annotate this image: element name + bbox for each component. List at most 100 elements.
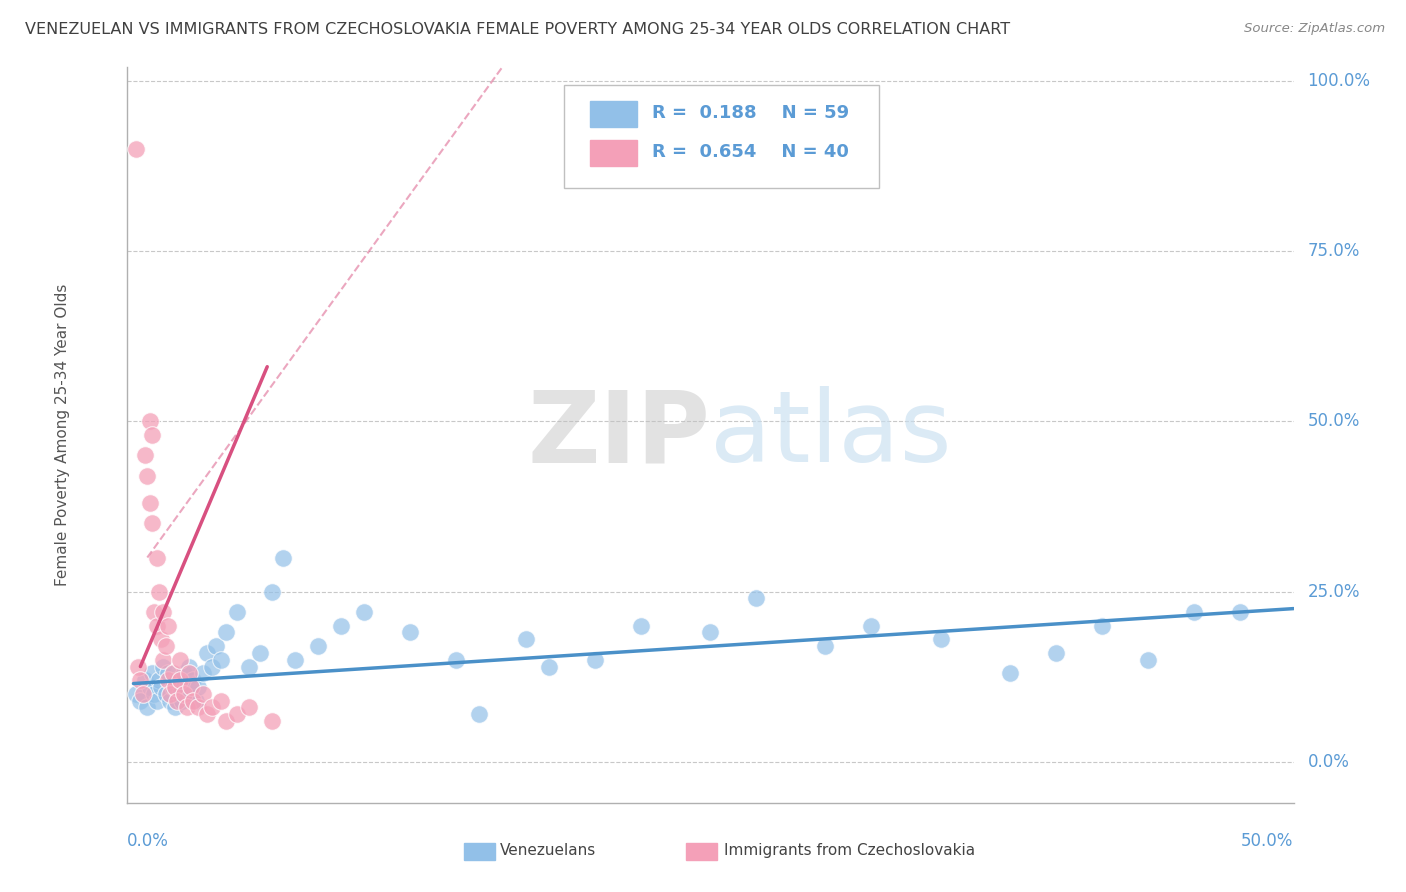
Point <box>150 680 173 694</box>
Point <box>145 550 167 565</box>
FancyBboxPatch shape <box>464 843 495 860</box>
Point <box>159 687 181 701</box>
Point <box>195 707 218 722</box>
Point <box>195 646 218 660</box>
Text: 50.0%: 50.0% <box>1308 412 1360 430</box>
Point <box>929 632 952 647</box>
Point <box>138 680 160 694</box>
Point <box>215 625 238 640</box>
Point <box>129 693 152 707</box>
Point <box>284 653 307 667</box>
Point <box>134 448 156 462</box>
Point <box>155 687 177 701</box>
Point <box>141 516 163 531</box>
Point <box>131 687 153 701</box>
Point <box>127 659 149 673</box>
FancyBboxPatch shape <box>591 140 637 166</box>
Point <box>148 673 170 688</box>
Point <box>150 632 173 647</box>
Point <box>170 693 193 707</box>
Text: atlas: atlas <box>710 386 952 483</box>
Point <box>129 673 152 688</box>
Point <box>1091 618 1114 632</box>
Point <box>184 693 207 707</box>
Point <box>209 693 232 707</box>
Point <box>399 625 422 640</box>
Point <box>145 693 167 707</box>
Point <box>201 700 224 714</box>
Point <box>159 693 181 707</box>
Point <box>125 687 148 701</box>
Point <box>157 673 180 688</box>
Point <box>998 666 1021 681</box>
Point <box>136 468 159 483</box>
Point <box>215 714 238 728</box>
Point <box>134 673 156 688</box>
Text: R =  0.188    N = 59: R = 0.188 N = 59 <box>652 104 849 122</box>
Point <box>141 428 163 442</box>
Point <box>273 550 295 565</box>
Point <box>157 666 180 681</box>
Point <box>145 618 167 632</box>
Point <box>191 666 214 681</box>
Point <box>238 700 260 714</box>
Point <box>307 639 329 653</box>
Text: 0.0%: 0.0% <box>127 832 169 850</box>
Point <box>169 653 191 667</box>
Point <box>143 605 166 619</box>
Point <box>136 700 159 714</box>
Point <box>537 659 560 673</box>
Point <box>201 659 224 673</box>
Point <box>226 605 249 619</box>
Point <box>173 666 195 681</box>
Point <box>353 605 375 619</box>
Point <box>177 666 200 681</box>
Text: Source: ZipAtlas.com: Source: ZipAtlas.com <box>1244 22 1385 36</box>
Text: Female Poverty Among 25-34 Year Olds: Female Poverty Among 25-34 Year Olds <box>55 284 70 586</box>
Point <box>169 673 191 688</box>
Point <box>1137 653 1160 667</box>
Point <box>814 639 837 653</box>
Point <box>162 680 184 694</box>
Text: 0.0%: 0.0% <box>1308 753 1350 771</box>
Point <box>125 142 148 156</box>
Text: ZIP: ZIP <box>527 386 710 483</box>
Point <box>180 687 202 701</box>
Point <box>583 653 606 667</box>
Point <box>183 693 205 707</box>
Point <box>699 625 721 640</box>
Point <box>163 700 186 714</box>
Point <box>187 700 209 714</box>
Point <box>330 618 353 632</box>
Point <box>166 693 188 707</box>
Point <box>177 659 200 673</box>
Point <box>238 659 260 673</box>
Point <box>1045 646 1067 660</box>
Point <box>468 707 491 722</box>
Text: Immigrants from Czechoslovakia: Immigrants from Czechoslovakia <box>724 843 976 858</box>
Point <box>209 653 232 667</box>
FancyBboxPatch shape <box>564 86 879 188</box>
Point <box>162 666 184 681</box>
Point <box>155 639 177 653</box>
Point <box>152 659 174 673</box>
Point <box>143 687 166 701</box>
Point <box>152 605 174 619</box>
Point <box>205 639 228 653</box>
Text: R =  0.654    N = 40: R = 0.654 N = 40 <box>652 143 849 161</box>
Point <box>138 496 160 510</box>
Point <box>163 680 186 694</box>
Point <box>630 618 652 632</box>
Text: 50.0%: 50.0% <box>1241 832 1294 850</box>
Point <box>176 680 198 694</box>
Text: 75.0%: 75.0% <box>1308 242 1360 260</box>
Point <box>166 673 188 688</box>
Text: Venezuelans: Venezuelans <box>501 843 596 858</box>
Point <box>169 687 191 701</box>
Point <box>173 687 195 701</box>
Point <box>141 666 163 681</box>
Point <box>260 714 283 728</box>
FancyBboxPatch shape <box>591 102 637 128</box>
Point <box>226 707 249 722</box>
Text: 25.0%: 25.0% <box>1308 582 1360 600</box>
